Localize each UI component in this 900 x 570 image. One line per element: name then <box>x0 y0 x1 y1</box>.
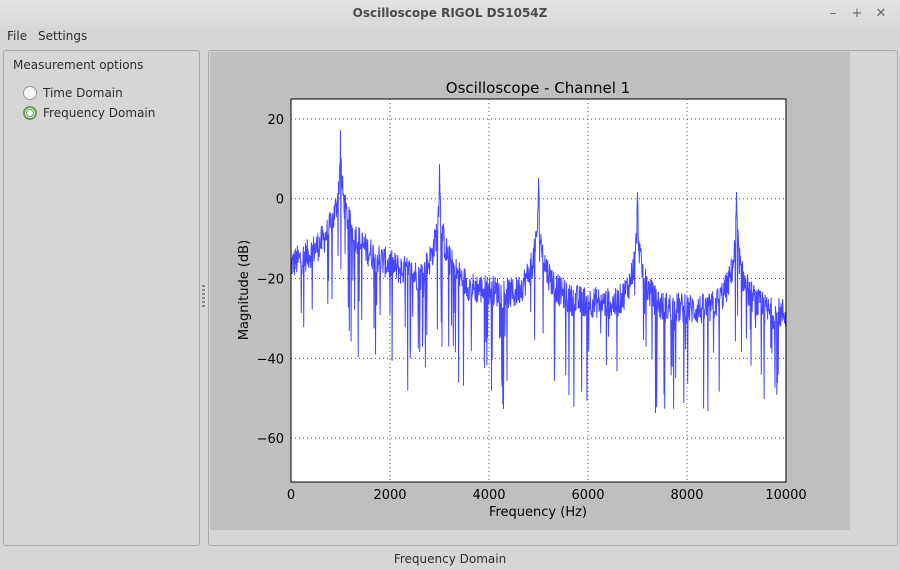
spectrum-chart: 0 2000 4000 6000 8000 10000 20 0 −20 −40 −60 Oscil… <box>210 52 850 530</box>
title-bar: Oscilloscope RIGOL DS1054Z – + ✕ <box>0 0 900 27</box>
radio-indicator-selected <box>23 106 37 120</box>
menu-settings[interactable]: Settings <box>38 29 88 43</box>
x-tick-label: 8000 <box>670 488 703 503</box>
x-tick-label: 2000 <box>373 488 406 503</box>
axes-frame <box>290 98 787 483</box>
y-tick-label: 0 <box>276 193 284 208</box>
radio-time-domain[interactable]: Time Domain <box>23 86 123 100</box>
sidebar-panel: Measurement options Time Domain Frequenc… <box>3 50 200 546</box>
spectrum-peak-point <box>339 130 342 132</box>
y-tick-label: −60 <box>257 432 284 447</box>
close-button[interactable]: ✕ <box>875 6 887 21</box>
minimize-button[interactable]: – <box>829 6 837 21</box>
radio-frequency-domain[interactable]: Frequency Domain <box>23 106 155 120</box>
status-bar: Frequency Domain <box>393 552 507 566</box>
spectrum-peak-point <box>537 178 540 180</box>
y-tick-label: −40 <box>257 352 284 367</box>
radio-label: Frequency Domain <box>43 106 156 120</box>
menu-file[interactable]: File <box>7 29 28 43</box>
axes-background <box>291 99 786 482</box>
x-tick-label: 4000 <box>472 488 505 503</box>
x-axis-label: Frequency (Hz) <box>489 505 587 520</box>
x-tick-label: 0 <box>287 488 295 503</box>
x-tick-label: 6000 <box>571 488 604 503</box>
maximize-button[interactable]: + <box>851 6 863 21</box>
y-tick-label: −20 <box>257 273 284 288</box>
x-tick-label: 10000 <box>765 488 806 503</box>
y-axis-label: Magnitude (dB) <box>237 240 252 340</box>
radio-indicator <box>23 86 37 100</box>
spectrum-peak-point <box>636 192 639 194</box>
spectrum-peak-point <box>438 164 441 166</box>
radio-label: Time Domain <box>43 86 123 100</box>
window-title: Oscilloscope RIGOL DS1054Z <box>352 6 548 20</box>
splitter-handle[interactable] <box>202 285 205 309</box>
menu-bar: File Settings <box>0 27 900 45</box>
measurement-options-label: Measurement options <box>13 58 144 72</box>
chart-title: Oscilloscope - Channel 1 <box>446 79 630 97</box>
y-tick-label: 20 <box>267 113 284 128</box>
spectrum-peak-point <box>735 192 738 194</box>
plot-panel: 0 2000 4000 6000 8000 10000 20 0 −20 −40 −60 Oscil… <box>208 50 898 546</box>
